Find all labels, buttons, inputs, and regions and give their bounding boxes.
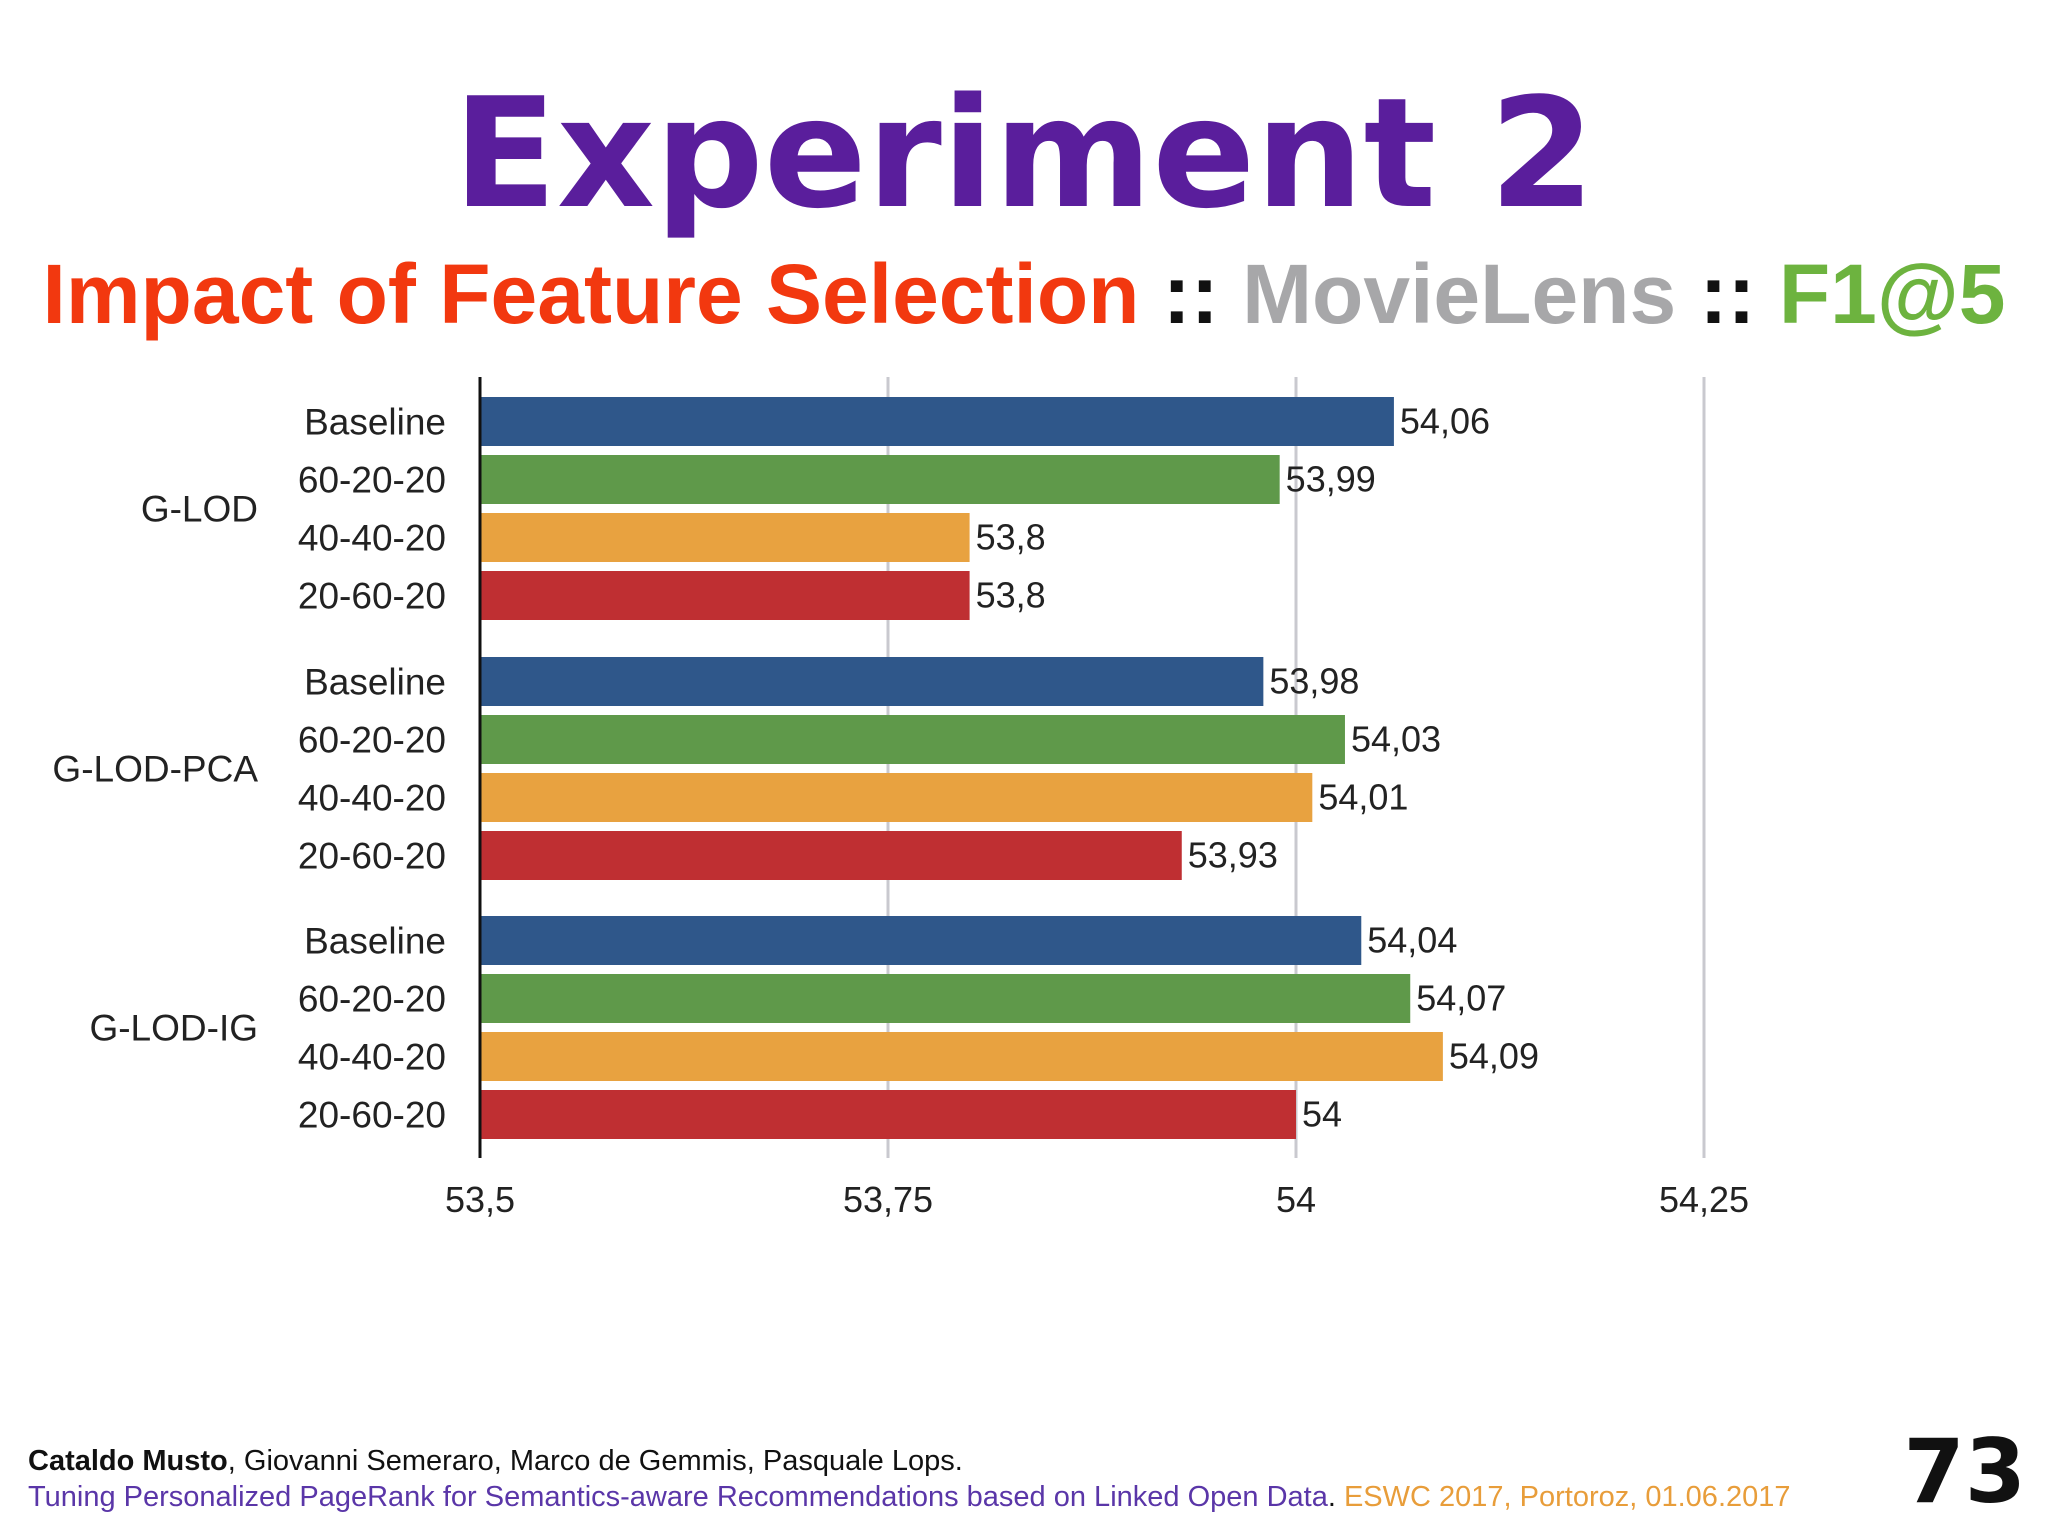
subtitle-dataset: MovieLens: [1242, 247, 1677, 341]
venue: ESWC 2017, Portoroz, 01.06.2017: [1343, 1481, 1791, 1513]
other-authors: , Giovanni Semeraro, Marco de Gemmis, Pa…: [227, 1445, 963, 1477]
subtitle-topic: Impact of Feature Selection: [42, 247, 1140, 341]
bar: [480, 657, 1264, 706]
x-tick-label: 54: [1276, 1179, 1316, 1220]
bar: [480, 715, 1345, 764]
lead-author: Cataldo Musto: [28, 1445, 228, 1477]
x-tick-label: 54,25: [1659, 1179, 1749, 1220]
category-label: 60-20-20: [298, 720, 446, 761]
bar: [480, 916, 1362, 965]
bar-value-label: 54,04: [1367, 920, 1457, 961]
category-label: 40-40-20: [298, 778, 446, 819]
subtitle-metric: F1@5: [1778, 247, 2006, 341]
bar: [480, 1090, 1296, 1139]
page-number: 73: [1903, 1420, 2026, 1523]
x-tick-label: 53,75: [843, 1179, 933, 1220]
bar: [480, 831, 1182, 880]
category-label: Baseline: [304, 921, 446, 962]
bar-value-label: 54,03: [1351, 719, 1441, 760]
footer-paper: Tuning Personalized PageRank for Semanti…: [28, 1481, 1791, 1514]
slide-title: Experiment 2: [453, 65, 1595, 242]
bar-value-label: 53,8: [976, 517, 1046, 558]
bar-value-label: 53,98: [1269, 661, 1359, 702]
bar-value-label: 54: [1302, 1094, 1342, 1135]
category-label: 20-60-20: [298, 576, 446, 617]
category-label: Baseline: [304, 662, 446, 703]
bar: [480, 773, 1313, 822]
category-label: 60-20-20: [298, 979, 446, 1020]
group-label: G-LOD-PCA: [52, 749, 258, 790]
bar: [480, 974, 1411, 1023]
footer-dot: .: [1327, 1481, 1344, 1513]
category-label: 40-40-20: [298, 518, 446, 559]
category-label: 60-20-20: [298, 460, 446, 501]
footer-authors: Cataldo Musto, Giovanni Semeraro, Marco …: [28, 1445, 963, 1478]
bar: [480, 571, 970, 620]
bar: [480, 1032, 1443, 1081]
bar: [480, 397, 1394, 446]
x-tick-label: 53,5: [445, 1179, 515, 1220]
group-label: G-LOD-IG: [89, 1008, 258, 1049]
bar-value-label: 53,99: [1286, 459, 1376, 500]
category-label: 40-40-20: [298, 1037, 446, 1078]
paper-title: Tuning Personalized PageRank for Semanti…: [28, 1481, 1328, 1513]
bar: [480, 513, 970, 562]
bar-value-label: 54,07: [1416, 978, 1506, 1019]
bar-value-label: 53,8: [976, 575, 1046, 616]
category-label: 20-60-20: [298, 836, 446, 877]
bar: [480, 455, 1280, 504]
subtitle-separator: ::: [1676, 247, 1779, 341]
bar-value-label: 54,06: [1400, 401, 1490, 442]
slide-subtitle: Impact of Feature Selection :: MovieLens…: [0, 252, 2048, 336]
subtitle-separator: ::: [1139, 247, 1243, 341]
bar-value-label: 54,09: [1449, 1036, 1539, 1077]
bar-value-label: 54,01: [1318, 777, 1408, 818]
group-label: G-LOD: [141, 489, 258, 530]
category-label: 20-60-20: [298, 1095, 446, 1136]
bar-value-label: 53,93: [1188, 835, 1278, 876]
category-label: Baseline: [304, 402, 446, 443]
